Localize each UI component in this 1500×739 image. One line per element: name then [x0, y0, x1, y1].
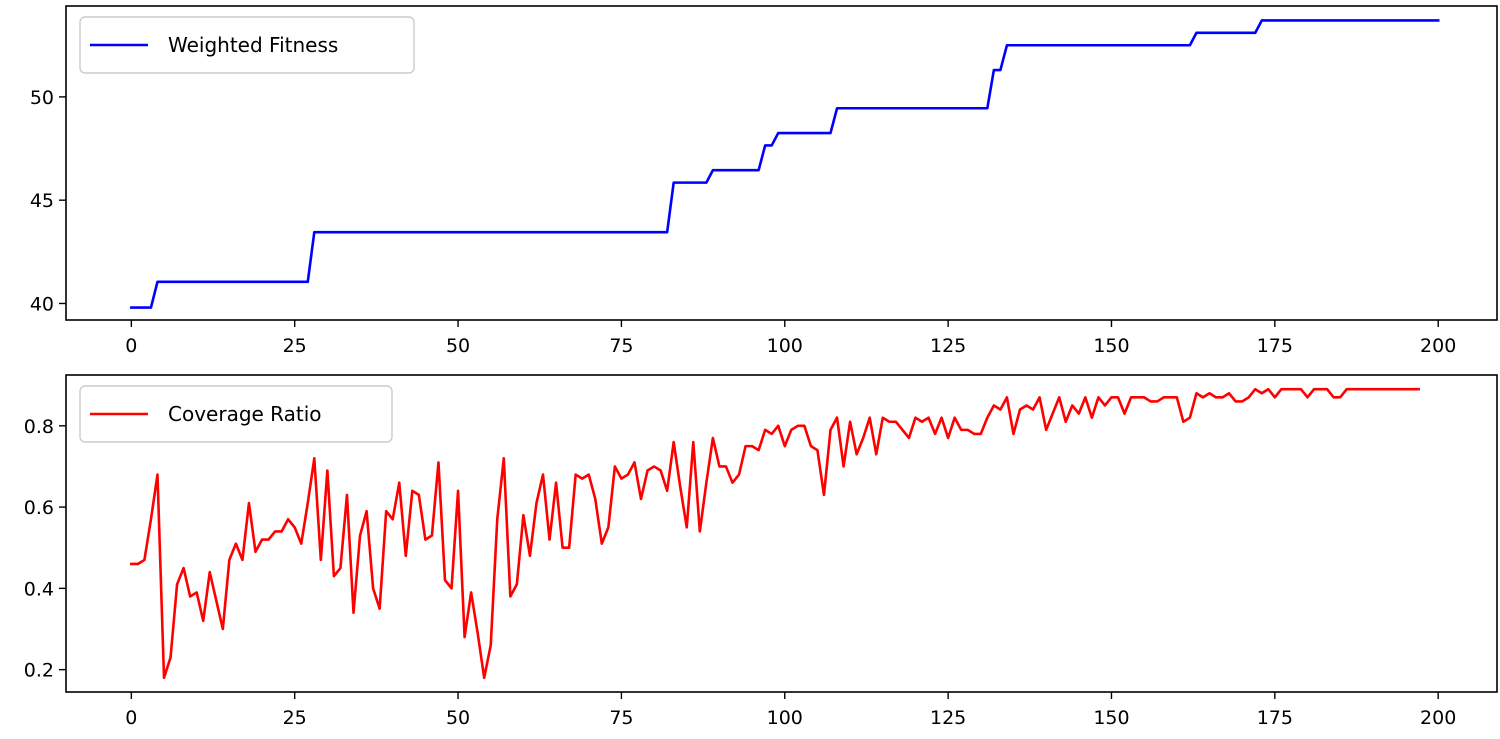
x-tick-label: 25 — [283, 335, 307, 357]
y-tick-label: 0.8 — [24, 416, 54, 438]
axes-frame-2 — [65, 374, 1498, 693]
y-tick-label: 50 — [30, 87, 54, 109]
x-tick-label: 0 — [125, 335, 137, 357]
axes-frame-1 — [65, 5, 1498, 321]
x-tick-label: 200 — [1420, 707, 1456, 729]
x-tick-label: 75 — [609, 335, 633, 357]
x-tick-label: 125 — [930, 707, 966, 729]
chart-panel-2: 0 25 50 75 100 125 150 175 200 0.2 0.4 0.6 0.8 Covera… — [24, 374, 1498, 729]
x-tick-label: 150 — [1093, 335, 1129, 357]
x-tick-label: 50 — [446, 707, 470, 729]
y-tick-label: 45 — [30, 190, 54, 212]
x-tick-label: 100 — [767, 707, 803, 729]
legend-box-2 — [79, 385, 393, 443]
series-line-1-1 — [130, 19, 1440, 309]
y-tick-label: 0.2 — [24, 660, 54, 682]
x-tick-label: 200 — [1420, 335, 1456, 357]
x-tick-label: 50 — [446, 335, 470, 357]
x-tick-label: 75 — [609, 707, 633, 729]
x-tick-label: 25 — [283, 707, 307, 729]
x-tick-label: 100 — [767, 335, 803, 357]
x-tick-label: 175 — [1257, 335, 1293, 357]
series-line-2-1 — [130, 387, 1420, 680]
x-tick-label: 175 — [1257, 707, 1293, 729]
legend-label-1: Weighted Fitness — [168, 33, 338, 57]
legend-box-1 — [79, 16, 415, 74]
x-tick-label: 150 — [1093, 707, 1129, 729]
y-tick-label: 40 — [30, 293, 54, 315]
x-tick-label: 0 — [125, 707, 137, 729]
y-tick-label: 0.6 — [24, 497, 54, 519]
x-tick-label: 125 — [930, 335, 966, 357]
legend-label-2: Coverage Ratio — [168, 402, 322, 426]
chart-panel-1: 0 25 50 75 100 125 150 175 200 40 45 50 Weighted Fit… — [30, 5, 1498, 357]
y-tick-label: 0.4 — [24, 578, 54, 600]
